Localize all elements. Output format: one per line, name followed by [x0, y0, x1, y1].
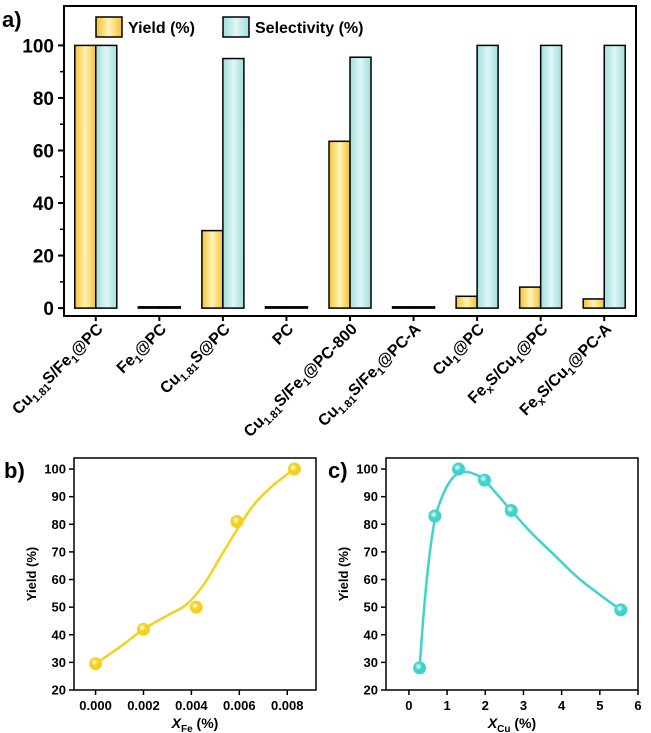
x-tick-label: 6: [634, 698, 641, 713]
y-tick-label: 100: [22, 36, 54, 57]
x-tick-label: 0.004: [175, 698, 208, 713]
legend: Yield (%) Selectivity (%): [95, 16, 363, 38]
data-point: [136, 622, 150, 636]
data-point: [504, 503, 518, 517]
bar-yield: [518, 286, 542, 309]
y-tick-label: 20: [52, 683, 66, 698]
x-axis-label: XFe (%): [171, 715, 219, 733]
data-point: [428, 509, 442, 523]
data-point: [452, 462, 466, 476]
x-tick-label: 3: [520, 698, 527, 713]
data-point: [287, 462, 301, 476]
x-tick-label: PC: [270, 320, 298, 348]
y-tick-label: 70: [52, 544, 66, 559]
bar-selectivity: [412, 306, 436, 309]
y-tick-label: 60: [364, 572, 378, 587]
x-tick-label: 5: [596, 698, 603, 713]
y-tick-label: 100: [356, 462, 378, 477]
fit-curve: [94, 468, 296, 665]
x-tick-label: 2: [482, 698, 489, 713]
x-tick-label: 0: [405, 698, 412, 713]
panel-b-label: b): [4, 458, 25, 483]
y-axis-label: Yield (%): [24, 547, 39, 601]
bar-chart-panel-a: 020406080100Cu1.81S/Fe1@PCFe1@PCCu1.81S@…: [9, 5, 637, 443]
y-tick-label: 90: [52, 489, 66, 504]
y-tick-label: 40: [52, 627, 66, 642]
x-tick-label: Cu1.81S/Fe1@PC: [9, 320, 109, 420]
x-tick-label: Fe1@PC: [114, 320, 173, 379]
y-tick-label: 50: [364, 600, 378, 615]
data-point: [89, 657, 103, 671]
bar-yield: [74, 44, 97, 309]
y-tick-label: 80: [364, 517, 378, 532]
bar-yield: [201, 229, 224, 309]
y-tick-label: 80: [33, 89, 54, 110]
legend-label-selectivity: Selectivity (%): [255, 20, 363, 37]
data-point: [478, 473, 492, 487]
fit-curve: [418, 470, 622, 668]
plot-frame: [385, 457, 639, 691]
bar-selectivity: [222, 57, 245, 309]
legend-swatch-selectivity: [222, 16, 250, 38]
y-tick-label: 60: [33, 141, 54, 162]
panel-c-label: c): [328, 458, 348, 483]
plot-frame: [73, 457, 317, 691]
y-tick-label: 30: [364, 655, 378, 670]
bar-yield: [391, 306, 415, 309]
bar-yield: [137, 306, 161, 309]
y-tick-label: 70: [364, 544, 378, 559]
data-point: [189, 600, 203, 614]
bar-selectivity: [476, 44, 499, 309]
y-tick-label: 60: [52, 572, 66, 587]
y-tick-label: 30: [52, 655, 66, 670]
y-tick-label: 50: [52, 600, 66, 615]
x-tick-label: 0.008: [271, 698, 304, 713]
bar-selectivity: [603, 44, 626, 309]
bar-yield: [582, 298, 605, 309]
x-tick-label: 0.006: [223, 698, 256, 713]
data-point: [413, 661, 427, 675]
y-tick-label: 0: [43, 299, 54, 320]
y-axis-label: Yield (%): [336, 547, 351, 601]
x-tick-label: 1: [443, 698, 450, 713]
bar-yield: [264, 306, 288, 309]
scatter-chart-panel-b: 20 30 40 50 60 70 80 90 100 0.000 0.002 0.004 0.006 0…: [24, 457, 317, 733]
y-tick-label: 40: [33, 194, 54, 215]
bar-selectivity: [95, 44, 118, 309]
y-tick-label: 20: [33, 247, 54, 268]
bar-selectivity: [158, 306, 182, 309]
x-tick-label: Cu1@PC: [430, 320, 491, 381]
data-point: [614, 603, 628, 617]
data-point: [230, 515, 244, 529]
panel-a-label: a): [2, 7, 22, 32]
x-tick-label: 4: [558, 698, 566, 713]
y-tick-label: 100: [44, 462, 66, 477]
x-tick-label: 0.002: [127, 698, 160, 713]
legend-label-yield: Yield (%): [128, 20, 195, 37]
y-tick-label: 90: [364, 489, 378, 504]
x-tick-label: Cu1.81S/Fe1@PC-800: [241, 321, 363, 443]
x-tick-label: 0.000: [79, 698, 112, 713]
y-tick-label: 40: [364, 627, 378, 642]
legend-swatch-yield: [95, 16, 123, 38]
bar-selectivity: [285, 306, 309, 309]
bar-yield: [455, 295, 478, 309]
y-tick-label: 20: [364, 683, 378, 698]
bar-selectivity: [349, 56, 372, 309]
scatter-chart-panel-c: 20 30 40 50 60 70 80 90 100 0 1 2 3 4 5 6 XCu (%) Yield (…: [336, 457, 642, 733]
bar-yield: [328, 140, 351, 309]
y-tick-label: 80: [52, 517, 66, 532]
bar-selectivity: [539, 44, 563, 309]
x-axis-label: XCu (%): [487, 715, 536, 733]
